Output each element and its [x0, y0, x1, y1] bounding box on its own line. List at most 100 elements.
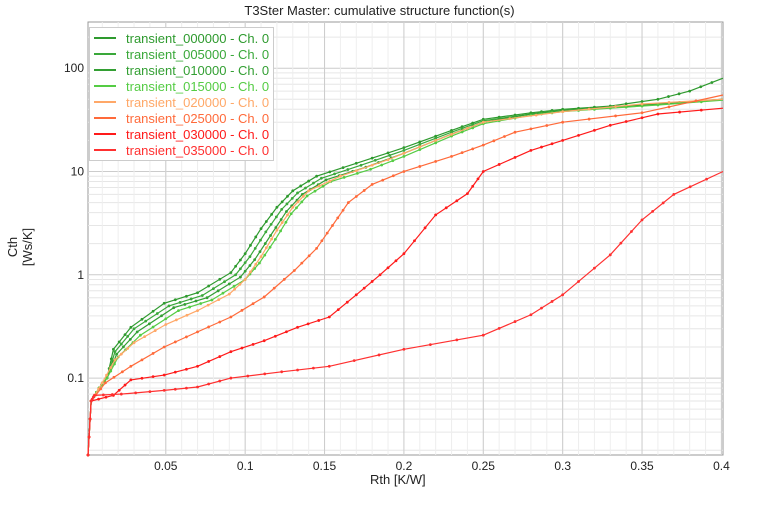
series-point [162, 345, 166, 349]
series-point [218, 355, 222, 358]
series-point [640, 100, 644, 103]
series-line [87, 98, 724, 456]
y-tick-label: 0.1 [67, 371, 84, 385]
series-point [275, 228, 279, 232]
series-point [113, 350, 117, 354]
series-point [199, 302, 203, 305]
series-point [295, 206, 298, 210]
series-point [661, 201, 665, 205]
series-point [481, 170, 485, 173]
series-point [418, 165, 422, 168]
series-point [196, 291, 199, 295]
series-point [346, 168, 350, 171]
legend-swatch [94, 117, 116, 119]
series-point [333, 172, 336, 176]
legend-swatch [94, 85, 116, 87]
series-point [243, 261, 247, 265]
series-point [312, 366, 315, 370]
series-point [92, 393, 96, 397]
series-point [561, 110, 565, 113]
series-point [129, 325, 133, 329]
series-point [355, 171, 359, 175]
legend-item: transient_025000 - Ch. 0 [94, 110, 269, 126]
series-point [207, 382, 211, 386]
series-point [471, 184, 475, 188]
series-point [402, 347, 406, 351]
series-point [285, 210, 288, 213]
series-point [105, 376, 109, 380]
series-point [263, 253, 267, 257]
series-point [428, 343, 432, 346]
series-point [196, 364, 199, 368]
series-point [341, 208, 345, 212]
series-point [378, 273, 382, 277]
series-point [317, 184, 321, 188]
series-point [188, 305, 192, 309]
x-tick-label: 0.15 [313, 459, 337, 473]
series-point [138, 333, 142, 337]
series-point [534, 113, 538, 117]
series-point [268, 245, 272, 249]
series-point [274, 226, 278, 229]
series-point [455, 199, 459, 203]
series-point [196, 330, 199, 334]
series-point [259, 238, 262, 242]
series-point [624, 120, 628, 123]
series-point [243, 278, 247, 281]
series-point [306, 322, 310, 326]
series-point [370, 163, 374, 167]
series-point [391, 159, 395, 163]
series-point [112, 347, 115, 351]
series-point [120, 370, 124, 374]
series-point [189, 297, 193, 301]
series-point [608, 123, 612, 127]
series-point [418, 142, 422, 146]
series-point [167, 304, 171, 308]
series-point [239, 258, 242, 262]
series-point [354, 169, 358, 173]
series-point [263, 242, 267, 245]
legend-label: transient_035000 - Ch. 0 [126, 142, 270, 158]
series-point [619, 241, 623, 245]
y-tick-label: 10 [71, 164, 85, 178]
series-point [307, 179, 311, 183]
series-point [593, 128, 596, 132]
series-point [109, 366, 113, 369]
series-point [296, 325, 299, 329]
series-point [413, 239, 416, 243]
legend-swatch [94, 101, 116, 103]
series-point [262, 339, 266, 343]
series-point [232, 284, 236, 288]
series-point [391, 174, 395, 178]
series-point [123, 383, 127, 387]
series-point [273, 334, 277, 338]
series-point [97, 397, 100, 401]
series-point [402, 252, 406, 256]
series-point [248, 264, 252, 267]
series-point [270, 213, 274, 216]
series-point [386, 266, 390, 270]
series-point [377, 353, 381, 357]
series-point [380, 163, 384, 167]
series-point [370, 280, 374, 283]
series-point [234, 264, 238, 268]
series-point [587, 117, 591, 121]
series-point [339, 174, 342, 178]
series-point [577, 280, 580, 283]
legend-label: transient_015000 - Ch. 0 [126, 78, 270, 94]
series-point [206, 303, 210, 307]
series-point [217, 298, 221, 302]
series-point [280, 370, 284, 374]
legend-item: transient_005000 - Ch. 0 [94, 46, 269, 62]
series-point [307, 189, 311, 193]
series-point [162, 301, 166, 305]
series-point [269, 234, 272, 237]
series-point [529, 313, 533, 317]
series-point [264, 230, 268, 234]
series-point [109, 369, 113, 373]
series-point [315, 247, 318, 250]
series-point [100, 381, 104, 385]
series-point [151, 309, 155, 313]
series-point [362, 189, 366, 192]
series-point [240, 308, 244, 312]
